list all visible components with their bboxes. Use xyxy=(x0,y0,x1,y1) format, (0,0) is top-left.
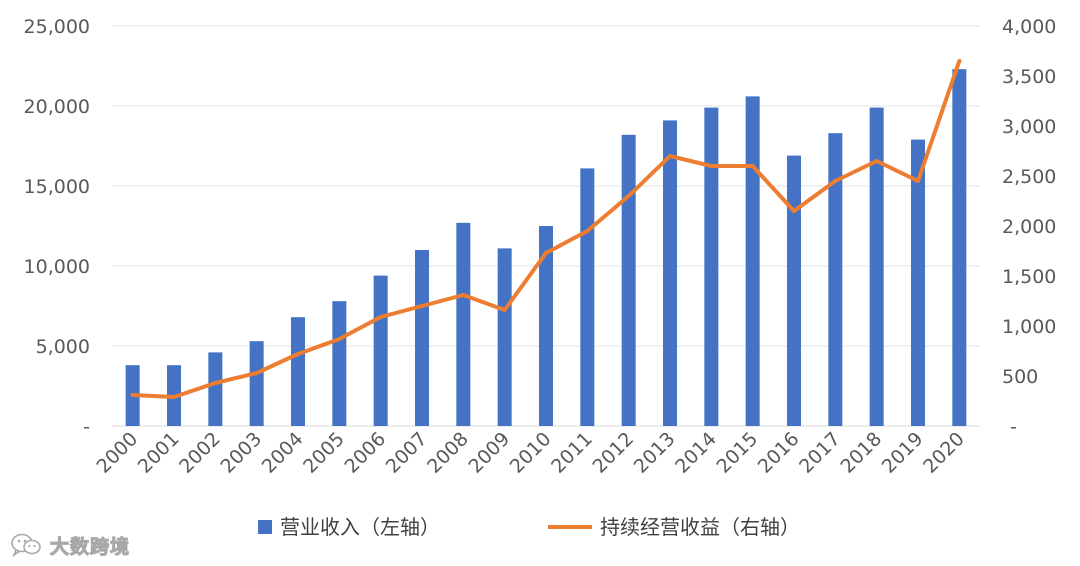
bar-revenue xyxy=(208,352,223,426)
bar-revenue xyxy=(663,120,677,427)
point-income xyxy=(709,164,714,168)
bar-revenue xyxy=(745,96,760,427)
watermark: 大数跨境 xyxy=(10,532,130,558)
point-income xyxy=(502,308,507,312)
x-axis-ticks: 2000200120022003200420052006200720082009… xyxy=(92,428,968,478)
x-tick-label: 2006 xyxy=(340,428,390,478)
y-left-tick-label: 25,000 xyxy=(24,16,90,38)
bar-revenue xyxy=(952,69,967,426)
right-axis-ticks: - 500 1,000 1,500 2,000 2,500 3,000 3,500 4,000 xyxy=(1002,16,1056,438)
y-right-tick-label: 2,500 xyxy=(1002,166,1056,188)
bar-revenue xyxy=(332,301,347,426)
y-right-tick-label: - xyxy=(1010,416,1017,438)
x-tick-label: 2000 xyxy=(92,428,142,478)
bar-revenue xyxy=(704,107,719,426)
bar-revenue xyxy=(911,139,925,426)
point-income xyxy=(172,395,176,399)
bar-revenue xyxy=(497,248,512,426)
y-right-tick-label: 1,000 xyxy=(1002,316,1056,338)
revenue-bars xyxy=(125,69,967,427)
x-tick-label: 2014 xyxy=(671,428,721,478)
y-left-tick-label: 10,000 xyxy=(24,256,90,278)
bar-revenue xyxy=(456,222,471,426)
income-line-layer xyxy=(130,59,962,399)
x-tick-label: 2016 xyxy=(754,428,804,478)
bar-revenue xyxy=(373,275,388,426)
x-tick-label: 2001 xyxy=(134,428,184,478)
bar-revenue xyxy=(539,226,553,426)
point-income xyxy=(792,209,796,213)
y-right-tick-label: 500 xyxy=(1002,366,1038,388)
y-left-tick-label: - xyxy=(83,416,90,438)
watermark-text: 大数跨境 xyxy=(49,535,131,558)
bar-revenue xyxy=(415,250,429,426)
bar-revenue xyxy=(787,155,801,426)
point-income xyxy=(130,393,135,397)
x-tick-label: 2020 xyxy=(919,428,969,478)
bar-revenue xyxy=(291,317,305,426)
point-income xyxy=(254,371,259,375)
y-right-tick-label: 4,000 xyxy=(1002,16,1056,38)
x-tick-label: 2018 xyxy=(836,428,886,478)
legend-label-revenue: 营业收入（左轴） xyxy=(280,515,440,539)
point-income xyxy=(337,337,342,341)
x-tick-label: 2019 xyxy=(878,428,928,478)
y-right-tick-label: 1,500 xyxy=(1002,266,1056,288)
point-income xyxy=(585,229,590,233)
point-income xyxy=(461,293,466,297)
y-left-tick-label: 15,000 xyxy=(24,176,90,198)
x-tick-label: 2009 xyxy=(464,428,514,478)
x-tick-label: 2013 xyxy=(630,428,680,478)
point-income xyxy=(750,164,755,168)
y-right-tick-label: 2,000 xyxy=(1002,216,1056,238)
y-right-tick-label: 3,000 xyxy=(1002,116,1056,138)
x-tick-label: 2003 xyxy=(216,428,266,478)
wechat-logo-icon xyxy=(11,533,41,558)
y-left-tick-label: 5,000 xyxy=(36,336,90,358)
point-income xyxy=(874,159,879,163)
point-income xyxy=(296,352,300,356)
x-tick-label: 2010 xyxy=(506,428,556,478)
point-income xyxy=(916,179,920,183)
point-income xyxy=(213,381,218,385)
x-tick-label: 2007 xyxy=(382,428,432,478)
x-tick-label: 2017 xyxy=(795,428,845,478)
legend: 营业收入（左轴） 持续经营收益（右轴） xyxy=(258,515,800,539)
x-tick-label: 2011 xyxy=(547,428,597,478)
point-income xyxy=(668,154,672,158)
bar-revenue xyxy=(828,133,843,426)
x-tick-label: 2004 xyxy=(258,428,308,478)
legend-label-income: 持续经营收益（右轴） xyxy=(600,515,800,539)
x-tick-label: 2005 xyxy=(299,428,349,478)
bar-revenue xyxy=(580,168,595,426)
y-left-tick-label: 20,000 xyxy=(24,96,90,118)
x-tick-label: 2015 xyxy=(712,428,762,478)
point-income xyxy=(544,251,548,255)
bar-revenue xyxy=(249,341,264,426)
y-right-tick-label: 3,500 xyxy=(1002,66,1056,88)
legend-swatch-revenue xyxy=(258,520,272,534)
bar-revenue xyxy=(621,134,636,427)
x-tick-label: 2008 xyxy=(423,428,473,478)
point-income xyxy=(378,315,383,319)
point-income xyxy=(420,304,424,308)
x-tick-label: 2012 xyxy=(588,428,638,478)
point-income xyxy=(626,194,631,198)
bar-revenue xyxy=(869,107,884,426)
point-income xyxy=(833,179,838,183)
left-axis-ticks: - 5,000 10,000 15,000 20,000 25,000 xyxy=(24,16,90,438)
point-income xyxy=(957,59,962,63)
x-tick-label: 2002 xyxy=(175,428,225,478)
